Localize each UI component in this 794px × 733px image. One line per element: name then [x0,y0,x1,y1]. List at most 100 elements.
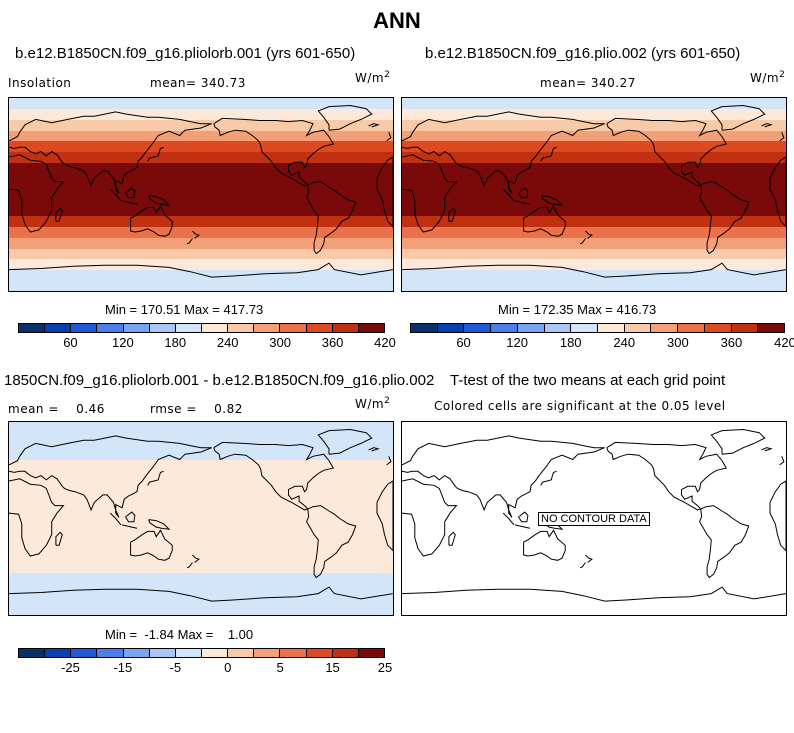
panel3-map [8,421,394,616]
panel3-coastline-0 [213,441,335,511]
panel2-colorbar-swatch-6 [571,324,599,332]
panel2-minmax: Min = 172.35 Max = 416.73 [498,302,657,317]
panel1-coastline-2 [317,104,373,131]
panel1-coastlines [9,104,393,278]
panel4-coastline-8 [540,470,557,486]
panel1-band-1 [9,258,393,271]
panel1-colorbar [18,323,385,333]
panel4-coastline-14 [579,562,586,569]
panel3-colorbar-ticks: -25 -15 -5 0 5 15 25 [18,660,392,676]
panel4-subtitle: Colored cells are significant at the 0.0… [434,399,726,413]
panel3-coastline-6 [130,529,173,561]
panel1-title: b.e12.B1850CN.f09_g16.pliolorb.001 (yrs … [15,45,356,62]
panel1-colorbar-swatch-4 [123,324,150,332]
panel2-band-10 [402,130,786,142]
panel2-band-12 [402,108,786,120]
panel1-coastline-3 [376,156,393,228]
panel3-colorbar-tick-2: -5 [169,660,182,675]
panel1-band-11 [9,119,393,131]
panel3-coastline-5 [9,435,212,518]
panel1-coastline-12 [148,195,171,206]
panel3-band-1 [9,459,393,573]
panel1-colorbar-tick-4: 300 [269,335,291,350]
panel2-title: b.e12.B1850CN.f09_g16.plio.002 (yrs 601-… [425,45,741,62]
panel2-coastline-10 [514,200,531,205]
panel2-colorbar-tick-2: 180 [559,335,582,350]
panel3-rmse: rmse = 0.82 [150,402,243,416]
panel3-coastline-12 [148,519,171,530]
panel3-colorbar-swatch-5 [149,649,176,657]
panel2-coastline-2 [710,104,766,131]
panel4-coastline-13 [585,554,593,563]
panel2-colorbar-swatch-7 [598,324,625,332]
panel2-band-11 [402,119,786,131]
panel3-coastline-17 [368,447,380,452]
panel2-colorbar-swatch-2 [464,324,492,332]
panel2-coastline-4 [402,154,458,233]
panel4-coastline-9 [502,512,515,526]
panel3-title: 1850CN.f09_g16.pliolorb.001 - b.e12.B185… [4,372,435,389]
panel2-band-6 [402,173,786,217]
panel3-coastline-3 [376,480,393,552]
panel4-coastline-2 [710,428,766,455]
panel3-minmax: Min = -1.84 Max = 1.00 [105,627,254,642]
panel1-colorbar-swatch-1 [45,324,72,332]
panel3-coastline-16 [386,456,392,466]
panel1-colorbar-swatch-0 [19,324,46,332]
panel3-colorbar-tick-5: 15 [325,660,340,675]
panel2-colorbar-tick-6: 420 [774,335,794,350]
panel2-colorbar-swatch-0 [411,324,438,332]
panel4-coastline-7 [402,586,786,602]
panel2-colorbar-swatch-10 [678,324,705,332]
panel3-colorbar-tick-4: 5 [276,660,284,675]
panel1-colorbar-tick-5: 360 [321,335,344,350]
panel1-coastline-8 [147,146,164,162]
panel1-band-0 [9,269,393,291]
panel3-colorbar-swatch-0 [19,649,46,657]
panel3-colorbar-swatch-8 [228,649,255,657]
panel2-colorbar-swatch-9 [651,324,679,332]
panel1-coastline-4 [9,154,65,233]
panel3-colorbar-swatch-6 [175,649,202,657]
panel2-band-3 [402,237,786,249]
panel2-colorbar-tick-5: 360 [720,335,743,350]
panel1-coastline-1 [306,181,357,255]
panel3-coastline-7 [9,586,393,602]
panel1-coastline-15 [55,207,63,222]
panel1-band-12 [9,108,393,120]
panel2-band-7 [402,162,786,174]
panel2-colorbar-swatch-3 [491,324,518,332]
panel2-coastline-5 [402,111,605,194]
panel3-coastline-13 [192,554,200,563]
panel3-colorbar-swatch-9 [254,649,281,657]
panel2-coastline-13 [585,230,593,239]
panel1-coastline-14 [186,238,193,245]
panel1-coastline-11 [124,187,136,199]
panel2-coastline-14 [579,238,586,245]
panel2-colorbar-tick-3: 240 [613,335,636,350]
panel3-colorbar-swatch-4 [123,649,150,657]
panel1-coastline-7 [9,262,393,278]
panel1-colorbar-swatch-10 [280,324,307,332]
panel2-band-5 [402,215,786,228]
panel2-colorbar [410,323,785,333]
panel4-coastline-17 [761,447,773,452]
panel2-map [401,97,787,292]
panel2-coastline-12 [541,195,564,206]
panel3-coastline-10 [121,524,138,529]
panel1-colorbar-swatch-12 [332,324,359,332]
panel2-colorbar-tick-0: 60 [456,335,471,350]
panel4-coastlines [402,428,786,602]
panel1-coastline-16 [386,132,392,142]
panel1-colorbar-tick-2: 180 [164,335,187,350]
panel2-colorbar-tick-1: 120 [506,335,528,350]
panel1-coastline-6 [130,205,173,237]
panel1-minmax: Min = 170.51 Max = 417.73 [105,302,264,317]
figure-title: ANN [373,8,421,33]
panel3-coastlines [9,428,393,602]
panel2-colorbar-swatch-1 [437,324,465,332]
panel2-coastline-9 [502,188,515,202]
panel3-colorbar-tick-0: -25 [61,660,80,675]
panel4-coastline-11 [517,511,529,523]
panel4-coastline-3 [769,480,786,552]
